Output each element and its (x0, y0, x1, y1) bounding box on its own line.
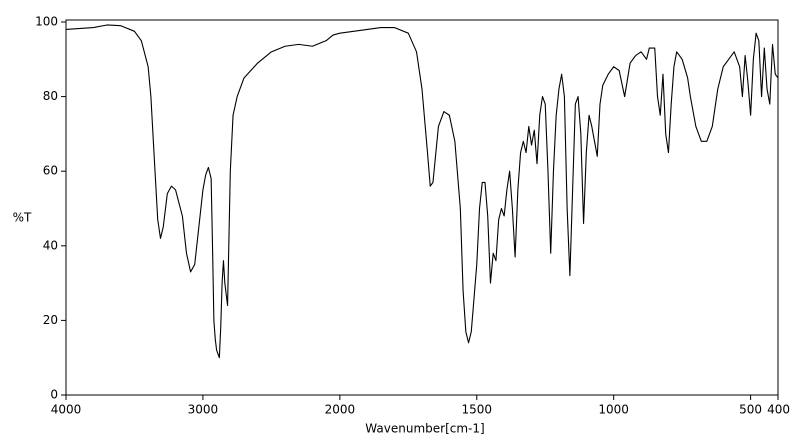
x-tick-label: 500 (739, 403, 762, 417)
y-tick-label: 60 (43, 164, 58, 178)
x-axis-label: Wavenumber[cm-1] (365, 422, 484, 436)
x-tick-label: 400 (767, 403, 790, 417)
spectrum-line (65, 24, 779, 359)
y-tick-label: 40 (43, 238, 58, 252)
x-tick-label: 2000 (325, 403, 356, 417)
x-tick-label: 1500 (461, 403, 492, 417)
y-tick-label: 20 (43, 313, 58, 327)
y-tick-label: 0 (50, 388, 58, 402)
x-tick-label: 3000 (188, 403, 219, 417)
x-tick-label: 1000 (598, 403, 629, 417)
y-axis-label: %T (13, 211, 32, 225)
plot-frame (65, 19, 779, 396)
y-tick-label: 80 (43, 89, 58, 103)
x-tick-label: 4000 (51, 403, 82, 417)
y-tick-label: 100 (35, 15, 58, 29)
